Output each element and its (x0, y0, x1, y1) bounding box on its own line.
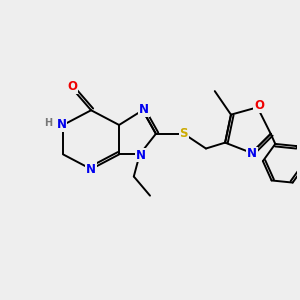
Text: N: N (86, 163, 96, 176)
Text: O: O (254, 99, 264, 112)
Text: O: O (67, 80, 77, 93)
Text: N: N (57, 118, 67, 131)
Text: N: N (136, 148, 146, 161)
Text: N: N (247, 147, 257, 160)
Text: H: H (44, 118, 52, 128)
Text: S: S (180, 127, 188, 140)
Text: N: N (139, 103, 149, 116)
